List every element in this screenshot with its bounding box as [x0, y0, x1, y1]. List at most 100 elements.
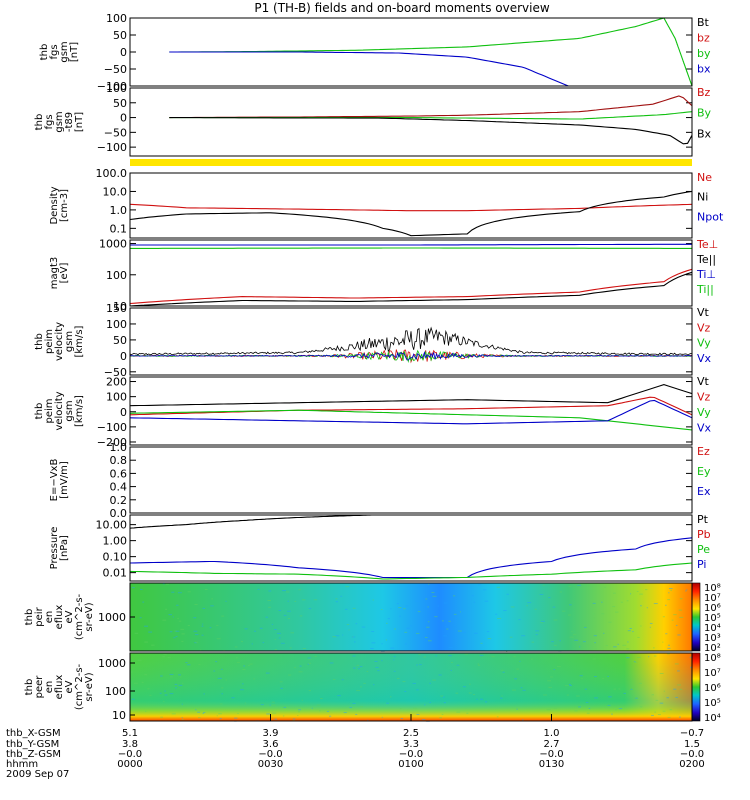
- spectrogram-texture: [297, 711, 301, 713]
- legend-entry: Vy: [697, 337, 711, 350]
- spectrogram-texture: [404, 631, 408, 633]
- spectrogram-texture: [360, 686, 362, 688]
- spectrogram-texture: [554, 644, 557, 646]
- spectrogram-texture: [602, 678, 605, 680]
- legend-entry: Bx: [697, 127, 712, 140]
- spectrogram-texture: [500, 669, 504, 671]
- spectrogram-texture: [151, 644, 155, 646]
- spectrogram-texture: [194, 642, 197, 644]
- spectrogram-texture: [221, 615, 225, 617]
- spectrogram-texture: [677, 670, 680, 672]
- spectrogram-texture: [348, 629, 350, 631]
- spectrogram-texture: [144, 625, 148, 627]
- spectrogram-texture: [535, 634, 538, 636]
- spectrogram-texture: [272, 712, 277, 714]
- spectrogram-texture: [521, 635, 526, 637]
- spectrogram-texture: [168, 614, 173, 616]
- spectrogram-energy-overlay: [130, 653, 692, 721]
- y-axis-label: gsm: [54, 111, 65, 132]
- y-axis-label: gsm: [64, 331, 75, 352]
- spectrogram-texture: [429, 702, 431, 704]
- spectrogram-texture: [632, 631, 634, 633]
- spectrogram-texture: [572, 634, 577, 636]
- spectrogram-texture: [653, 603, 658, 605]
- spectrogram-texture: [437, 605, 439, 607]
- spectrogram-texture: [571, 631, 573, 633]
- spectrogram-texture: [578, 706, 581, 708]
- series-line-Vx: [130, 399, 692, 425]
- spectrogram-texture: [675, 696, 679, 698]
- spectrogram-texture: [307, 662, 312, 664]
- spectrogram-texture: [522, 689, 526, 691]
- spectrogram-texture: [526, 605, 528, 607]
- spectrogram-texture: [377, 670, 380, 672]
- spectrogram-texture: [181, 717, 183, 719]
- spectrogram-texture: [380, 609, 383, 611]
- spectrogram-texture: [662, 641, 664, 643]
- spectrogram-texture: [448, 655, 452, 657]
- spectrogram-texture: [626, 657, 630, 659]
- spectrogram-texture: [403, 608, 406, 610]
- spectrogram-texture: [198, 664, 201, 666]
- spectrogram-texture: [367, 719, 369, 721]
- spectrogram-texture: [611, 713, 613, 715]
- spectrogram-texture: [412, 682, 417, 684]
- y-tick-label: −200: [97, 436, 127, 449]
- spectrogram-texture: [398, 607, 402, 609]
- spectrogram-texture: [137, 659, 142, 661]
- spectrogram-texture: [637, 656, 641, 658]
- spectrogram-texture: [592, 602, 596, 604]
- spectrogram-texture: [203, 693, 205, 695]
- spectrogram-texture: [332, 678, 336, 680]
- spectrogram-texture: [593, 617, 595, 619]
- spectrogram-texture: [461, 631, 466, 633]
- spectrogram-texture: [547, 680, 552, 682]
- spectrogram-texture: [443, 702, 446, 704]
- legend-entry: Vt: [697, 306, 710, 319]
- spectrogram-texture: [509, 636, 513, 638]
- spectrogram-texture: [531, 641, 535, 643]
- spectrogram-texture: [480, 698, 484, 700]
- spectrogram-texture: [671, 619, 674, 621]
- panel-5: 150 100 50 0 −50 thb peim velocity gsm [km/s] Vt Vz…: [34, 302, 712, 379]
- x-row-label: thb_X-GSM: [6, 728, 61, 739]
- y-axis-label: eflux: [54, 605, 65, 630]
- y-tick-label: 0: [120, 112, 127, 125]
- y-axis-label: (cm^2-s-: [74, 593, 85, 640]
- spectrogram-texture: [593, 635, 597, 637]
- spectrogram-texture: [678, 609, 683, 611]
- spectrogram-texture: [319, 710, 321, 712]
- spectrogram-texture: [221, 687, 224, 689]
- series-line-Vy: [130, 409, 692, 431]
- spectrogram-texture: [332, 636, 337, 638]
- spectrogram-texture: [260, 704, 264, 706]
- spectrogram-texture: [225, 600, 227, 602]
- spectrogram-texture: [668, 588, 673, 590]
- spectrogram-texture: [594, 642, 596, 644]
- spectrogram-texture: [473, 601, 476, 603]
- y-tick-label: 10.0: [103, 185, 128, 198]
- spectrogram-texture: [626, 600, 629, 602]
- spectrogram-texture: [257, 588, 260, 590]
- spectrogram-texture: [329, 715, 332, 717]
- spectrogram-texture: [595, 648, 597, 650]
- spectrogram-texture: [185, 662, 188, 664]
- spectrogram-texture: [649, 622, 653, 624]
- x-tick-label: 2.7: [544, 739, 560, 750]
- y-tick-label: 50: [113, 29, 127, 42]
- series-line-Pi: [130, 537, 692, 579]
- spectrogram-texture: [675, 624, 678, 626]
- panel-6: 200 100 0 −100 −200 thb peim velocity gsm [km/s] V…: [34, 375, 712, 449]
- panel-10: 10⁸ 10⁷ 10⁶ 10⁵ 10⁴ 1000 100 10 thb peer en eflux eV…: [24, 652, 721, 724]
- spectrogram-texture: [588, 707, 591, 709]
- y-axis-label: fgs: [44, 114, 55, 129]
- spectrogram-texture: [340, 595, 343, 597]
- y-axis-label: [km/s]: [74, 325, 85, 357]
- spectrogram-texture: [483, 589, 487, 591]
- spectrogram-texture: [673, 688, 677, 690]
- spectrogram-texture: [278, 637, 281, 639]
- legend-entry: Pt: [697, 513, 709, 526]
- spectrogram-texture: [282, 715, 285, 717]
